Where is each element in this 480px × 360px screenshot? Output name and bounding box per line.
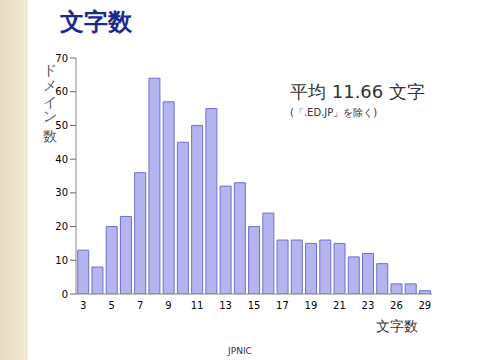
svg-text:19: 19 (305, 300, 318, 311)
svg-text:17: 17 (276, 300, 289, 311)
svg-text:60: 60 (55, 86, 68, 97)
svg-text:23: 23 (362, 300, 375, 311)
svg-text:13: 13 (219, 300, 232, 311)
svg-text:3: 3 (80, 300, 86, 311)
svg-text:70: 70 (55, 53, 68, 64)
svg-text:50: 50 (55, 120, 68, 131)
html-text:JPNIC: JPNIC (228, 346, 252, 356)
svg-text:15: 15 (248, 300, 261, 311)
svg-text:21: 21 (333, 300, 346, 311)
html-text:文字数: 文字数 (376, 318, 418, 334)
svg-text:20: 20 (55, 221, 68, 232)
svg-text:10: 10 (55, 255, 68, 266)
svg-text:7: 7 (137, 300, 143, 311)
svg-text:9: 9 (165, 300, 171, 311)
svg-text:29: 29 (419, 300, 432, 311)
svg-text:0: 0 (62, 289, 68, 300)
svg-text:11: 11 (191, 300, 204, 311)
svg-text:30: 30 (55, 187, 68, 198)
html-text:ドメイン数: ドメイン数 (42, 54, 58, 118)
html-text:文字数: 文字数 (60, 8, 132, 36)
svg-text:40: 40 (55, 154, 68, 165)
svg-text:26: 26 (390, 300, 403, 311)
svg-text:5: 5 (108, 300, 114, 311)
html-text:平均 11.66 文字: 平均 11.66 文字 (290, 81, 425, 102)
html-text:(「.ED.JP」を除く): (「.ED.JP」を除く) (290, 107, 378, 118)
